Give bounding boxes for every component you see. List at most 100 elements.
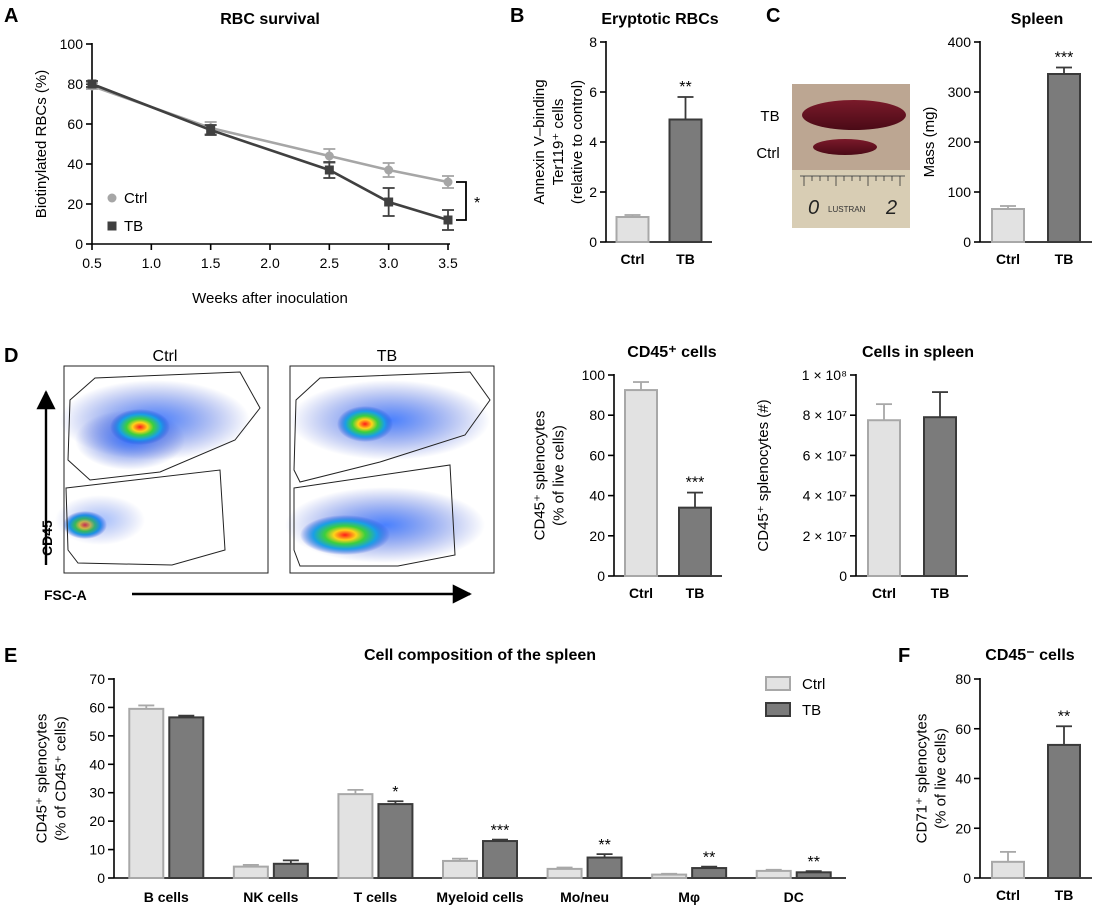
y-axis-label: Annexin V–binding bbox=[531, 79, 548, 204]
legend-marker bbox=[107, 193, 117, 203]
bar-ctrl bbox=[615, 216, 650, 243]
flow-x-axis-label: FSC-A bbox=[44, 587, 87, 603]
flow-plot-tb bbox=[285, 365, 495, 574]
legend-marker bbox=[107, 221, 117, 231]
legend-swatch bbox=[765, 702, 791, 717]
x-tick-label: 1.0 bbox=[142, 255, 162, 271]
cells-in-spleen-title: Cells in spleen bbox=[862, 344, 974, 361]
cd45-neg-cells-title: CD45⁻ cells bbox=[985, 647, 1074, 664]
significance-stars: ** bbox=[807, 854, 819, 871]
bar-ctrl bbox=[991, 860, 1025, 879]
y-tick-label: 80 bbox=[589, 407, 605, 423]
y-tick-label: 0 bbox=[963, 234, 971, 250]
y-tick-label: 20 bbox=[89, 813, 105, 829]
bar-ctrl bbox=[546, 867, 583, 879]
bar-tb bbox=[678, 506, 712, 577]
y-tick-label: 6 bbox=[589, 84, 597, 100]
eryptotic-rbcs-title: Eryptotic RBCs bbox=[601, 11, 718, 28]
y-tick-label: 80 bbox=[67, 76, 83, 92]
cells-in-spleen-chart: Cells in spleen 0 2 × 10⁷ 4 × 10⁷ 6 × 10⁷ 8 … bbox=[755, 344, 974, 601]
spleen-label-tb: TB bbox=[760, 108, 779, 125]
category-label: Ctrl bbox=[996, 887, 1020, 903]
bar-ctrl bbox=[991, 208, 1025, 243]
data-point bbox=[87, 79, 97, 89]
flow-title-tb: TB bbox=[377, 348, 397, 365]
y-tick-label: 8 × 10⁷ bbox=[803, 407, 847, 423]
ruler-brand: LUSTRAN bbox=[828, 205, 866, 214]
data-point bbox=[324, 165, 334, 175]
y-tick-label: 400 bbox=[948, 34, 972, 50]
rbc-survival-xlabel: Weeks after inoculation bbox=[192, 290, 348, 307]
panel-label-c: C bbox=[766, 5, 780, 27]
y-tick-label: 200 bbox=[948, 134, 972, 150]
rbc-survival-chart: RBC survival Weeks after inoculation Bio… bbox=[33, 11, 480, 307]
y-axis-label: CD45⁺ splenocytes (#) bbox=[755, 399, 772, 551]
data-point bbox=[443, 177, 453, 187]
y-axis-label: (% of live cells) bbox=[551, 425, 568, 526]
bar-ctrl bbox=[755, 869, 792, 880]
y-axis-label: CD45⁺ splenocytes bbox=[532, 411, 549, 541]
bar-tb bbox=[482, 840, 518, 879]
y-tick-label: 30 bbox=[89, 785, 105, 801]
y-tick-label: 60 bbox=[89, 699, 105, 715]
cell-composition-title: Cell composition of the spleen bbox=[364, 647, 596, 664]
data-point bbox=[324, 151, 334, 161]
legend-label: Ctrl bbox=[124, 190, 147, 207]
y-tick-label: 300 bbox=[948, 84, 972, 100]
y-tick-label: 4 bbox=[589, 134, 597, 150]
significance-stars: * bbox=[392, 784, 398, 801]
x-tick-label: 3.0 bbox=[379, 255, 399, 271]
significance-stars: *** bbox=[491, 823, 510, 840]
legend-swatch bbox=[765, 676, 791, 691]
category-label: Ctrl bbox=[629, 585, 653, 601]
x-tick-label: 2.0 bbox=[260, 255, 280, 271]
bar-tb bbox=[586, 856, 623, 880]
category-label: Ctrl bbox=[996, 251, 1020, 267]
y-tick-label: 60 bbox=[589, 447, 605, 463]
y-tick-label: 1 × 10⁸ bbox=[802, 367, 847, 383]
category-label: TB bbox=[931, 585, 950, 601]
y-tick-label: 50 bbox=[89, 728, 105, 744]
y-tick-label: 0 bbox=[597, 568, 605, 584]
y-tick-label: 40 bbox=[589, 488, 605, 504]
bar-ctrl bbox=[651, 873, 688, 879]
bar-tb bbox=[1047, 73, 1081, 243]
bar-tb bbox=[272, 862, 309, 879]
rbc-survival-title: RBC survival bbox=[220, 11, 320, 28]
x-tick-label: 3.5 bbox=[438, 255, 458, 271]
bar-ctrl bbox=[337, 793, 374, 880]
category-label: B cells bbox=[144, 889, 189, 905]
x-tick-label: 1.5 bbox=[201, 255, 221, 271]
cd45-neg-cells-chart: CD45⁻ cells 0 20 40 60 80 CD71⁺ splenocytes (%… bbox=[914, 647, 1092, 903]
panel-label-b: B bbox=[510, 5, 524, 27]
y-tick-label: 6 × 10⁷ bbox=[803, 447, 847, 463]
y-axis-label: (% of CD45⁺ cells) bbox=[53, 716, 70, 841]
category-label: Myeloid cells bbox=[436, 889, 523, 905]
category-label: Ctrl bbox=[620, 251, 644, 267]
spleen-label-ctrl: Ctrl bbox=[756, 145, 779, 162]
bar-ctrl bbox=[867, 419, 901, 577]
category-label: T cells bbox=[354, 889, 398, 905]
panel-label-d: D bbox=[4, 345, 18, 367]
y-tick-label: 4 × 10⁷ bbox=[803, 488, 847, 504]
y-tick-label: 60 bbox=[67, 116, 83, 132]
bar-ctrl bbox=[232, 865, 269, 880]
legend-label: TB bbox=[124, 218, 143, 235]
y-axis-label: CD45⁺ splenocytes bbox=[34, 714, 51, 844]
y-tick-label: 100 bbox=[60, 36, 84, 52]
ruler-mark-two: 2 bbox=[885, 197, 897, 219]
data-point bbox=[384, 165, 394, 175]
category-label: Mo/neu bbox=[560, 889, 609, 905]
x-tick-label: 2.5 bbox=[320, 255, 340, 271]
rbc-survival-ylabel: Biotinylated RBCs (%) bbox=[33, 70, 50, 218]
y-tick-label: 2 bbox=[589, 184, 597, 200]
significance-stars: ** bbox=[679, 79, 691, 96]
category-label: Ctrl bbox=[872, 585, 896, 601]
significance-bracket bbox=[456, 181, 467, 221]
category-label: NK cells bbox=[243, 889, 298, 905]
cell-composition-chart: Cell composition of the spleen 0 10 20 30 40… bbox=[34, 647, 846, 905]
y-tick-label: 40 bbox=[89, 756, 105, 772]
y-axis-label: (% of live cells) bbox=[933, 728, 950, 829]
y-axis-label: Ter119⁺ cells bbox=[550, 99, 567, 186]
y-tick-label: 0 bbox=[589, 234, 597, 250]
